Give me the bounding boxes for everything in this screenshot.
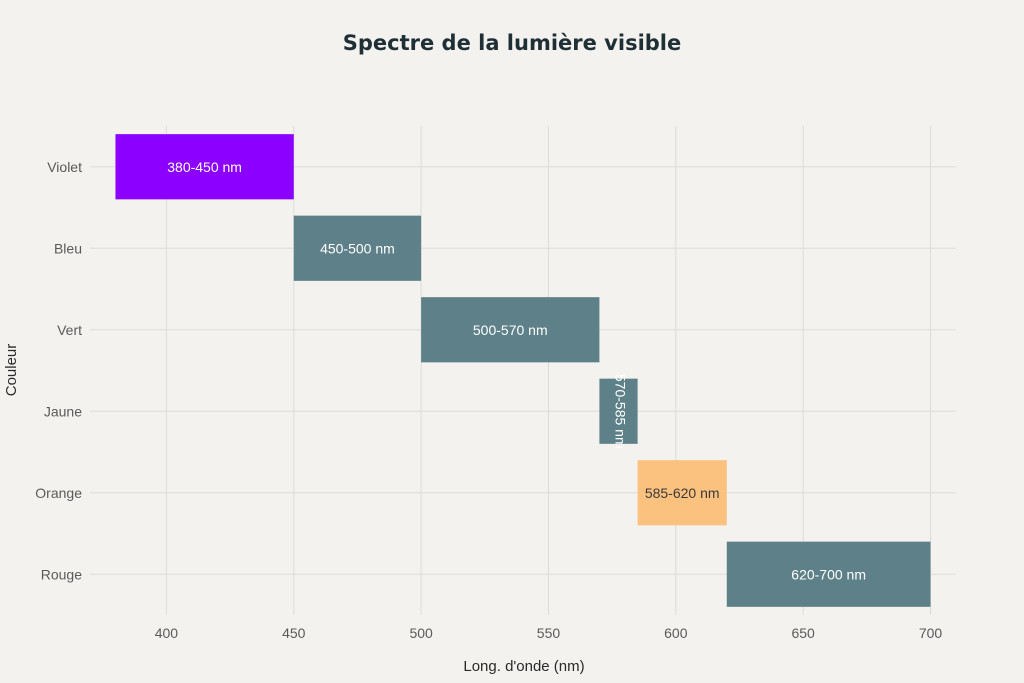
x-tick-label: 450 <box>282 625 306 641</box>
bar-data-label: 380-450 nm <box>167 159 242 175</box>
x-tick-label: 600 <box>664 625 688 641</box>
y-tick-label: Orange <box>35 485 82 501</box>
x-tick-label: 700 <box>919 625 943 641</box>
range-bar <box>293 215 422 281</box>
range-bar <box>115 134 294 200</box>
y-tick-label: Violet <box>47 159 82 175</box>
x-tick-label: 400 <box>155 625 179 641</box>
range-bar <box>637 460 727 526</box>
bar-data-label: 570-585 nm <box>613 374 629 449</box>
range-bar <box>421 297 600 363</box>
bar-data-label: 500-570 nm <box>473 322 548 338</box>
y-tick-label: Vert <box>57 322 82 338</box>
y-tick-label: Rouge <box>41 566 82 582</box>
y-tick-label: Bleu <box>54 240 82 256</box>
y-axis-title: Couleur <box>3 344 20 397</box>
chart-title: Spectre de la lumière visible <box>343 31 682 55</box>
x-tick-label: 650 <box>791 625 815 641</box>
label-layer: 400 450 500 550 600 650 700 Violet Bleu Vert Jaune… <box>35 159 942 641</box>
bar-data-label: 585-620 nm <box>645 485 720 501</box>
range-bar <box>726 541 931 607</box>
bar-data-label: 450-500 nm <box>320 240 395 256</box>
bar-layer <box>115 134 931 607</box>
x-tick-label: 550 <box>537 625 561 641</box>
x-axis-title: Long. d'onde (nm) <box>463 658 584 675</box>
bar-data-label: 620-700 nm <box>791 566 866 582</box>
x-tick-label: 500 <box>409 625 433 641</box>
range-bar <box>599 378 638 444</box>
y-tick-label: Jaune <box>44 403 82 419</box>
